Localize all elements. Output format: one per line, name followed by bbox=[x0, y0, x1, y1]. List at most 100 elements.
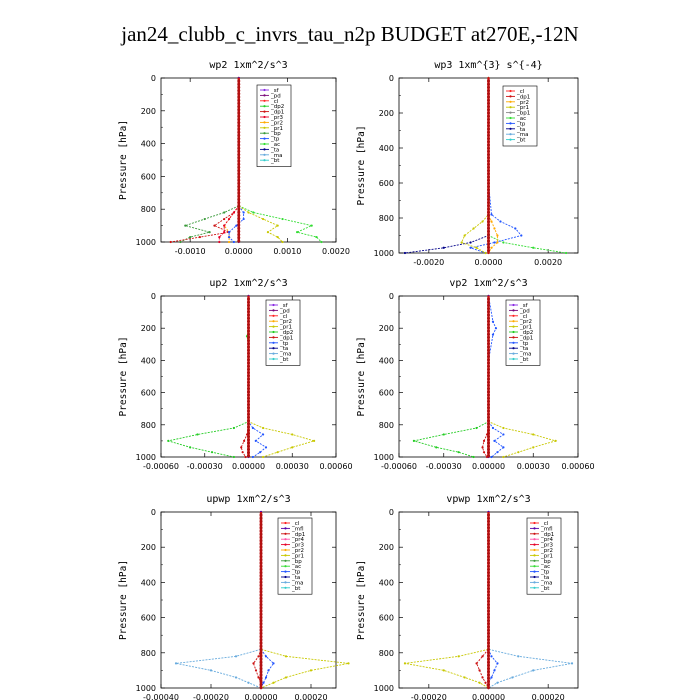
legend-label: _pr3 bbox=[270, 115, 284, 121]
legend-marker bbox=[263, 115, 266, 119]
data-point bbox=[247, 211, 250, 214]
data-point bbox=[491, 320, 495, 323]
x-tick-label: 0.00000 bbox=[472, 462, 505, 471]
zero-profile-marker bbox=[487, 98, 490, 102]
legend-label: _cl bbox=[540, 521, 549, 527]
zero-profile-marker bbox=[237, 226, 241, 230]
x-tick-label: 0.00020 bbox=[294, 693, 327, 700]
zero-profile-marker bbox=[237, 143, 241, 147]
zero-profile-marker bbox=[487, 207, 490, 211]
zero-profile-marker bbox=[487, 406, 490, 410]
zero-profile-marker bbox=[487, 580, 490, 584]
zero-profile-marker bbox=[259, 555, 263, 559]
zero-profile-marker bbox=[259, 587, 263, 591]
zero-profile-marker bbox=[237, 178, 241, 182]
zero-profile-marker bbox=[487, 513, 490, 517]
zero-profile-marker bbox=[247, 451, 250, 455]
zero-profile-marker bbox=[487, 673, 490, 677]
series-line-pr1 bbox=[404, 512, 489, 689]
data-point bbox=[493, 227, 496, 230]
legend-label: _ta bbox=[519, 346, 528, 352]
legend: _sf_pd_cl_pr2_pr1_dp2_dp1_tp_ta_ma_bt bbox=[265, 299, 301, 366]
zero-profile-marker bbox=[237, 239, 241, 243]
data-point bbox=[189, 235, 192, 239]
legend-marker bbox=[272, 325, 275, 328]
legend-label: _bt bbox=[516, 138, 526, 144]
legend-label: _sf bbox=[519, 303, 529, 309]
legend-marker bbox=[284, 565, 287, 568]
y-tick-label: 600 bbox=[379, 614, 394, 623]
y-tick-label: 1000 bbox=[374, 684, 394, 693]
zero-profile-marker bbox=[259, 561, 263, 565]
y-axis-label: Pressure [hPa] bbox=[118, 560, 129, 640]
data-point bbox=[472, 455, 475, 459]
data-point bbox=[494, 327, 498, 330]
series-line-dp1 bbox=[476, 512, 489, 689]
data-point bbox=[203, 217, 206, 221]
data-point bbox=[481, 676, 484, 679]
data-point bbox=[276, 451, 279, 454]
zero-profile-marker bbox=[487, 571, 490, 575]
data-point bbox=[514, 227, 517, 230]
legend-marker bbox=[263, 132, 266, 135]
zero-profile-marker bbox=[237, 149, 241, 153]
zero-profile-marker bbox=[237, 213, 241, 217]
zero-profile-marker bbox=[247, 307, 250, 311]
zero-profile-marker bbox=[247, 329, 250, 333]
legend-marker bbox=[509, 127, 512, 130]
zero-profile-marker bbox=[487, 178, 490, 182]
data-point bbox=[223, 231, 226, 234]
data-point bbox=[232, 426, 236, 430]
zero-profile-marker bbox=[237, 101, 241, 105]
legend-label: _dp2 bbox=[270, 104, 284, 110]
legend-marker bbox=[272, 347, 275, 350]
data-point bbox=[218, 240, 221, 244]
zero-profile-marker bbox=[247, 380, 250, 384]
data-point bbox=[502, 241, 505, 244]
zero-profile-marker bbox=[487, 622, 490, 626]
data-point bbox=[252, 662, 255, 665]
zero-profile-marker bbox=[237, 188, 241, 192]
zero-profile-marker bbox=[487, 451, 490, 455]
zero-profile-marker bbox=[237, 229, 241, 233]
zero-profile-marker bbox=[487, 95, 490, 99]
legend: _sf_pd_cl_dp2_dp1_pr3_pr2_pr1_bp_tp_ac_t… bbox=[256, 84, 292, 167]
plot-frame bbox=[160, 77, 337, 243]
legend-label: _pr2 bbox=[279, 319, 292, 325]
zero-profile-marker bbox=[487, 383, 490, 387]
zero-profile-marker bbox=[247, 300, 250, 304]
y-axis-label: Pressure [hPa] bbox=[118, 336, 129, 416]
y-tick-label: 800 bbox=[379, 649, 394, 658]
zero-profile-marker bbox=[237, 79, 241, 83]
legend-label: _cl bbox=[291, 521, 300, 527]
legend-marker bbox=[512, 347, 515, 350]
figure-title: jan24_clubb_c_invrs_tau_n2p BUDGET at270… bbox=[120, 22, 578, 46]
legend-label: _dp2 bbox=[279, 330, 293, 336]
zero-profile-marker bbox=[247, 435, 250, 439]
zero-profile-marker bbox=[259, 647, 263, 651]
zero-profile-marker bbox=[487, 558, 490, 562]
legend-marker bbox=[272, 314, 275, 317]
zero-profile-marker bbox=[487, 197, 490, 201]
zero-profile-marker bbox=[487, 130, 490, 134]
legend-label: _ma bbox=[519, 352, 531, 358]
zero-profile-marker bbox=[487, 133, 490, 137]
data-point bbox=[481, 220, 484, 223]
y-tick-label: 1000 bbox=[374, 453, 394, 462]
zero-profile-marker bbox=[247, 355, 250, 359]
legend-marker bbox=[284, 527, 287, 530]
zero-profile-marker bbox=[487, 159, 490, 163]
zero-profile-marker bbox=[487, 683, 490, 687]
zero-profile-marker bbox=[237, 233, 241, 237]
data-point bbox=[532, 433, 535, 436]
data-point bbox=[167, 439, 170, 442]
legend-label: _pr2 bbox=[516, 100, 529, 106]
zero-profile-marker bbox=[247, 351, 250, 355]
zero-profile-marker bbox=[487, 523, 490, 527]
zero-profile-marker bbox=[487, 226, 490, 230]
zero-profile-marker bbox=[487, 377, 490, 381]
zero-profile-marker bbox=[487, 393, 490, 397]
legend: _cl_mfl_dp1_pr4_pr3_pr2_pr1_bp_ac_tp_ta_… bbox=[526, 517, 562, 595]
legend-label: _pr2 bbox=[519, 319, 532, 325]
zero-profile-marker bbox=[487, 583, 490, 587]
